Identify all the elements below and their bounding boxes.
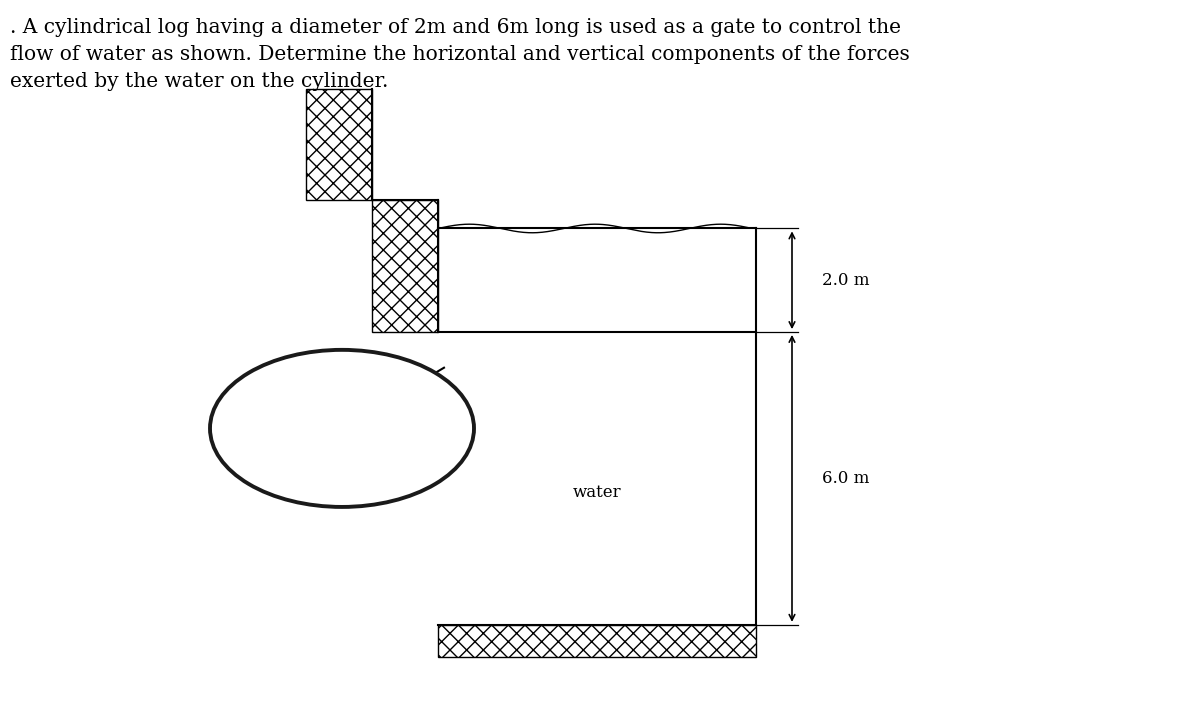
Text: water: water [572, 484, 622, 501]
Text: 6.0 m: 6.0 m [822, 470, 869, 487]
Text: 45°: 45° [396, 407, 424, 421]
Circle shape [210, 350, 474, 507]
Text: . A cylindrical log having a diameter of 2m and 6m long is used as a gate to con: . A cylindrical log having a diameter of… [10, 18, 910, 91]
Text: 2.0 m: 2.0 m [822, 272, 870, 288]
Bar [372, 200, 438, 332]
Bar [306, 89, 372, 200]
Bar [438, 625, 756, 657]
